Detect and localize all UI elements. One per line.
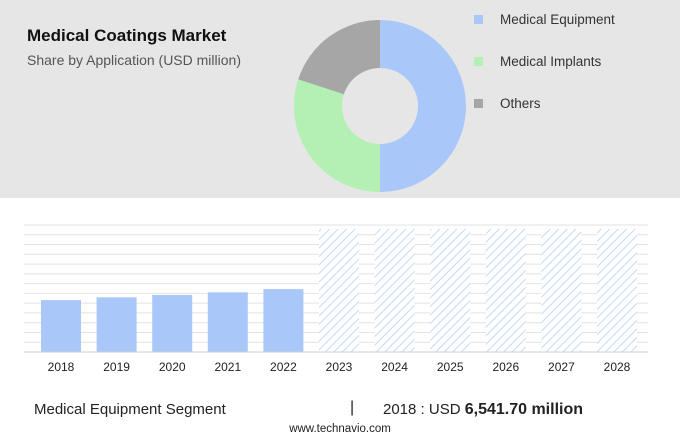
donut-slice-others — [298, 20, 380, 95]
footer-segment: Medical Equipment Segment — [34, 401, 226, 418]
donut-slice-equipment — [380, 20, 466, 192]
bar-forecast-2023 — [319, 229, 359, 352]
source-credit: www.technavio.com — [289, 423, 391, 435]
x-tick-label-2020: 2020 — [159, 360, 186, 374]
bar-2020 — [152, 295, 193, 352]
bar-forecast-2027 — [541, 229, 582, 352]
chart-title: Medical Coatings Market — [27, 26, 227, 45]
x-tick-label-2022: 2022 — [270, 360, 297, 374]
bar-forecast-2026 — [485, 229, 526, 352]
x-tick-label-2024: 2024 — [381, 360, 408, 374]
donut-chart — [294, 20, 466, 192]
x-tick-label-2023: 2023 — [326, 360, 353, 374]
bar-2019 — [96, 297, 137, 352]
donut-slice-implants — [294, 79, 380, 192]
x-tick-label-2025: 2025 — [437, 360, 464, 374]
legend-label-implants: Medical Implants — [500, 54, 602, 69]
bar-2018 — [41, 300, 81, 352]
bar-2022 — [263, 289, 304, 352]
x-tick-label-2021: 2021 — [214, 360, 241, 374]
footer-value-line: 2018 : USD 6,541.70 million — [383, 401, 583, 419]
bar-chart: 2018 2019 2020 2021 2022 2023 2024 2025 2026 2027… — [24, 224, 648, 374]
x-tick-label-2018: 2018 — [48, 360, 75, 374]
bar-forecast-2025 — [430, 229, 471, 352]
legend-swatch-others — [474, 99, 483, 108]
footer-separator: | — [350, 399, 355, 416]
chart-subtitle: Share by Application (USD million) — [27, 52, 241, 68]
legend-swatch-implants — [474, 57, 483, 66]
x-tick-label-2019: 2019 — [103, 360, 130, 374]
legend-label-others: Others — [500, 96, 541, 111]
footer-value: 6,541.70 million — [464, 401, 583, 418]
x-tick-label-2027: 2027 — [548, 360, 575, 374]
bar-2021 — [207, 292, 248, 352]
x-tick-label-2028: 2028 — [604, 360, 631, 374]
legend-label-equipment: Medical Equipment — [500, 12, 615, 27]
bar-forecast-2024 — [374, 229, 415, 352]
legend-swatch-equipment — [474, 15, 483, 24]
footer-year-label: 2018 : USD — [383, 401, 461, 418]
x-tick-label-2026: 2026 — [492, 360, 519, 374]
bar-forecast-2028 — [597, 229, 637, 352]
